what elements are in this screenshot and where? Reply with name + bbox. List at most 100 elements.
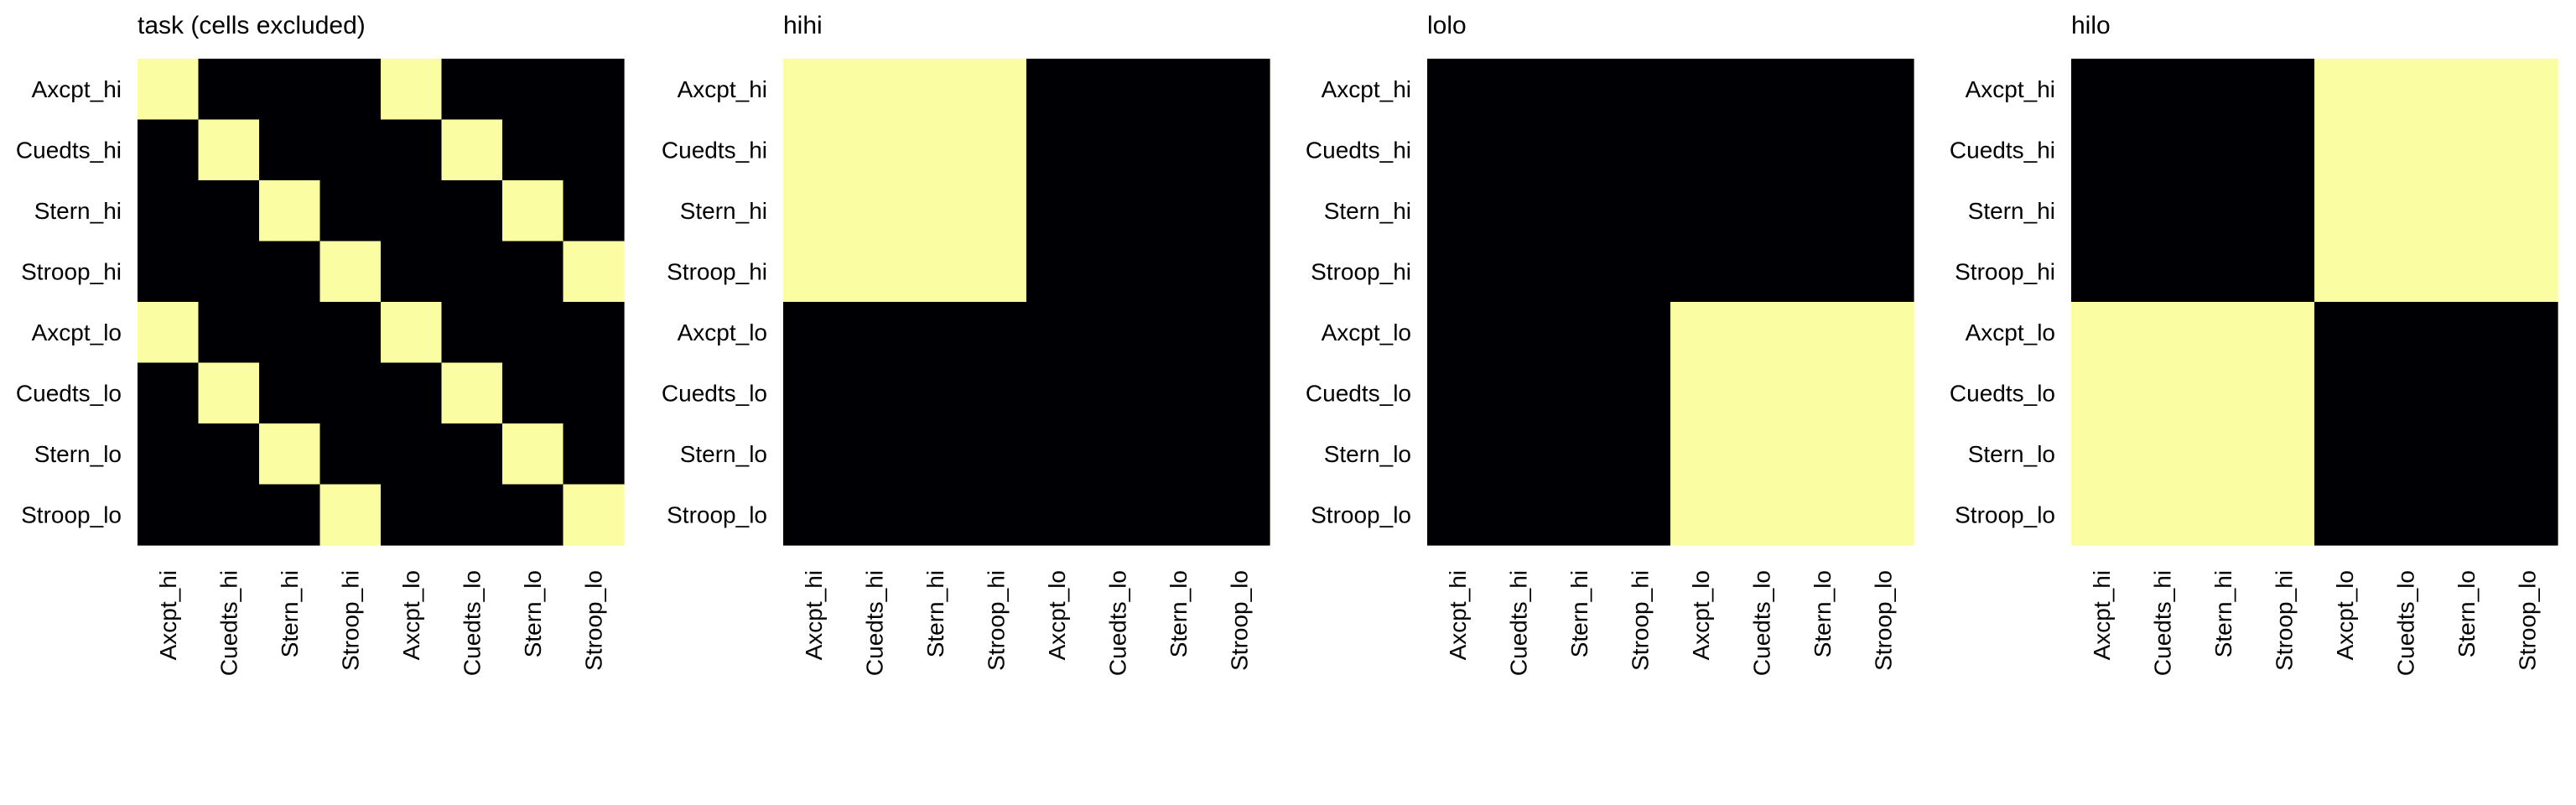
heatmap-cell [844,302,906,364]
heatmap-cell [1026,59,1088,121]
heatmap-cell [1670,59,1732,121]
heatmap-cell [563,59,625,121]
heatmap-cell [905,423,967,486]
heatmap-cell [1208,241,1270,303]
heatmap-cell [844,59,906,121]
panel-title: lolo [1427,12,1467,39]
heatmap-cell [2375,59,2437,121]
heatmap-cell [1087,180,1149,242]
col-tick-label: Stroop_hi [337,570,363,671]
row-tick-label: Stern_lo [1324,441,1411,467]
col-tick-label: Cuedts_lo [1748,570,1774,676]
heatmap-cell [1852,302,1914,364]
row-tick-label: Cuedts_lo [1950,380,2055,406]
row-tick-label: Cuedts_lo [1306,380,1411,406]
heatmap-cell [2375,302,2437,364]
heatmap-cell [1148,59,1210,121]
col-tick-label: Axcpt_hi [2089,570,2115,660]
heatmap-cell [1792,362,1854,424]
heatmap-cell [783,59,845,121]
heatmap-cell [1488,362,1550,424]
heatmap-cell [198,362,260,424]
heatmap-cell [2496,423,2558,486]
heatmap-cell [2132,180,2194,242]
heatmap-cell [2253,180,2315,242]
heatmap-cell [2436,241,2498,303]
heatmap-cell [1148,362,1210,424]
heatmap-cell [1208,423,1270,486]
heatmap-cell [1427,59,1489,121]
heatmap-cell [965,302,1027,364]
heatmap-cell [1852,241,1914,303]
heatmap-cell [783,423,845,486]
heatmap-cell [138,484,200,546]
heatmap-cell [138,59,200,121]
heatmap-cell [1488,59,1550,121]
heatmap-cell [1026,423,1088,486]
heatmap-cell [2314,241,2376,303]
heatmap-cell [2132,59,2194,121]
heatmap-cell [1670,423,1732,486]
col-tick-label: Axcpt_hi [1445,570,1471,660]
row-tick-label: Cuedts_lo [16,380,122,406]
row-tick-label: Cuedts_hi [1950,137,2055,163]
heatmap-cell [381,484,443,546]
row-tick-label: Stern_lo [1968,441,2055,467]
heatmap-cell [1731,119,1793,181]
heatmap-cell [1609,180,1671,242]
row-tick-label: Cuedts_lo [662,380,767,406]
heatmap-cell [965,362,1027,424]
heatmap-cell [844,484,906,546]
heatmap-cell [1792,180,1854,242]
heatmap-cell [2253,59,2315,121]
heatmap-cell [1670,241,1732,303]
heatmap-cell [2253,241,2315,303]
heatmap-cell [2253,484,2315,546]
heatmap-cell [1148,119,1210,181]
heatmap-cell [1148,180,1210,242]
heatmap-cell [1148,423,1210,486]
heatmap-panel-2: hihi Axcpt_hi Cuedts_hi Stern_hi Stroop_hi Ax… [662,12,1270,676]
heatmap-cell [2071,59,2133,121]
heatmap-cell [502,423,564,486]
heatmap-cell [381,362,443,424]
heatmap-cell [844,180,906,242]
heatmap-cell [2436,302,2498,364]
heatmap-cell [1208,180,1270,242]
heatmap-cell [1087,484,1149,546]
col-tick-label: Stern_lo [1166,570,1192,657]
col-tick-label: Stroop_hi [983,570,1009,671]
heatmap-cell [2193,180,2255,242]
panel-title: hilo [2071,12,2111,39]
heatmap-cell [441,241,503,303]
heatmap-cell [2314,119,2376,181]
heatmap-cell [2193,362,2255,424]
heatmap-cell [319,241,382,303]
heatmap-cell [138,180,200,242]
heatmap-panel-4: hilo Axcpt_hi Cuedts_hi Stern_hi Stroop_hi Ax… [1950,12,2558,676]
col-tick-label: Stroop_lo [2514,570,2540,671]
heatmap-cell [1852,119,1914,181]
col-tick-label: Stern_lo [2454,570,2480,657]
col-tick-label: Cuedts_lo [1104,570,1130,676]
heatmap-cell [563,241,625,303]
row-tick-label: Axcpt_lo [1322,319,1411,345]
heatmap-cell [259,241,321,303]
heatmap-cell [1609,59,1671,121]
heatmap-cell [844,241,906,303]
heatmap-cell [198,241,260,303]
row-tick-label: Stern_hi [680,198,767,224]
heatmap-cell [965,119,1027,181]
col-tick-label: Cuedts_hi [216,570,242,676]
heatmap-cell [965,59,1027,121]
heatmap-cell [1087,423,1149,486]
heatmap-cell [2193,484,2255,546]
heatmap-cell [1609,362,1671,424]
heatmap-cell [1731,180,1793,242]
heatmap-cell [138,423,200,486]
heatmap-cell [563,423,625,486]
heatmap-cell [1488,484,1550,546]
heatmap-cell [1549,302,1611,364]
heatmap-cell [1488,180,1550,242]
heatmap-cell [1609,119,1671,181]
